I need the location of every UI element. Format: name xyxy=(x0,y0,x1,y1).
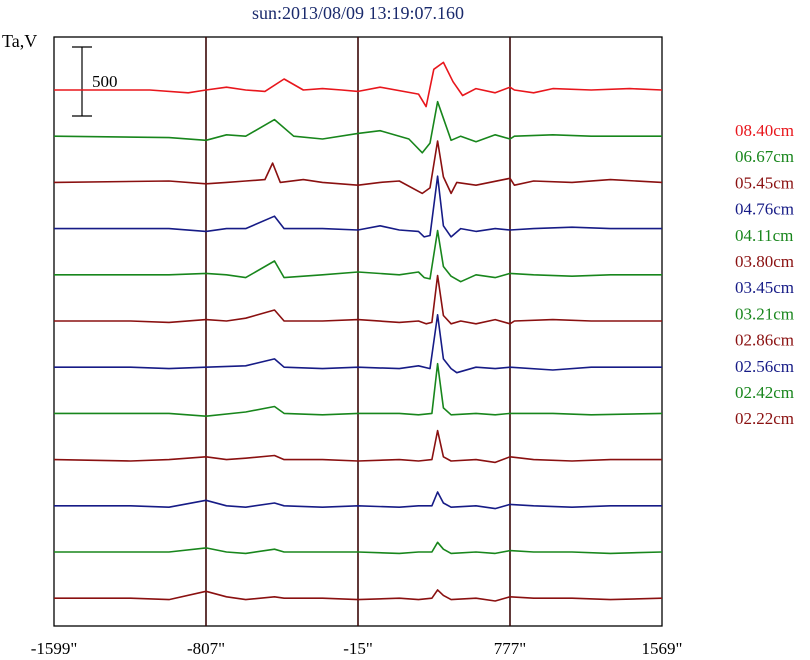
series-line xyxy=(54,61,663,108)
legend-entry: 02.56cm xyxy=(735,357,794,376)
series-line xyxy=(54,541,663,555)
x-tick-label: -807" xyxy=(187,639,225,658)
x-tick-label: -1599" xyxy=(31,639,78,658)
legend-entry: 03.21cm xyxy=(735,304,794,323)
series-line xyxy=(54,362,663,417)
series-line xyxy=(54,274,662,325)
legend-entry: 03.80cm xyxy=(735,252,794,271)
legend-entry: 06.67cm xyxy=(735,147,794,166)
legend-entry: 04.11cm xyxy=(735,226,793,245)
legend-entry: 02.22cm xyxy=(735,409,794,428)
x-tick-label: -15" xyxy=(343,639,373,658)
legend-entry: 03.45cm xyxy=(735,278,794,297)
scale-bar: 500 xyxy=(72,46,118,117)
legend-entry: 02.86cm xyxy=(735,331,794,350)
legend-entry: 04.76cm xyxy=(735,200,794,219)
series-line xyxy=(54,491,662,510)
series-line xyxy=(54,229,662,283)
y-axis-label: Ta,V xyxy=(2,31,37,51)
series-line xyxy=(53,140,663,195)
series-line xyxy=(54,314,662,374)
series-line xyxy=(54,589,663,602)
series-line xyxy=(54,175,662,238)
legend-entry: 05.45cm xyxy=(735,173,794,192)
scale-bar-label: 500 xyxy=(92,72,118,91)
x-tick-label: 1569" xyxy=(642,639,683,658)
legend-entry: 08.40cm xyxy=(735,121,794,140)
legend-entry: 02.42cm xyxy=(735,383,794,402)
series-line xyxy=(53,100,662,154)
x-tick-label: 777" xyxy=(494,639,526,658)
chart-title: sun:2013/08/09 13:19:07.160 xyxy=(252,3,464,23)
series-line xyxy=(53,429,662,464)
